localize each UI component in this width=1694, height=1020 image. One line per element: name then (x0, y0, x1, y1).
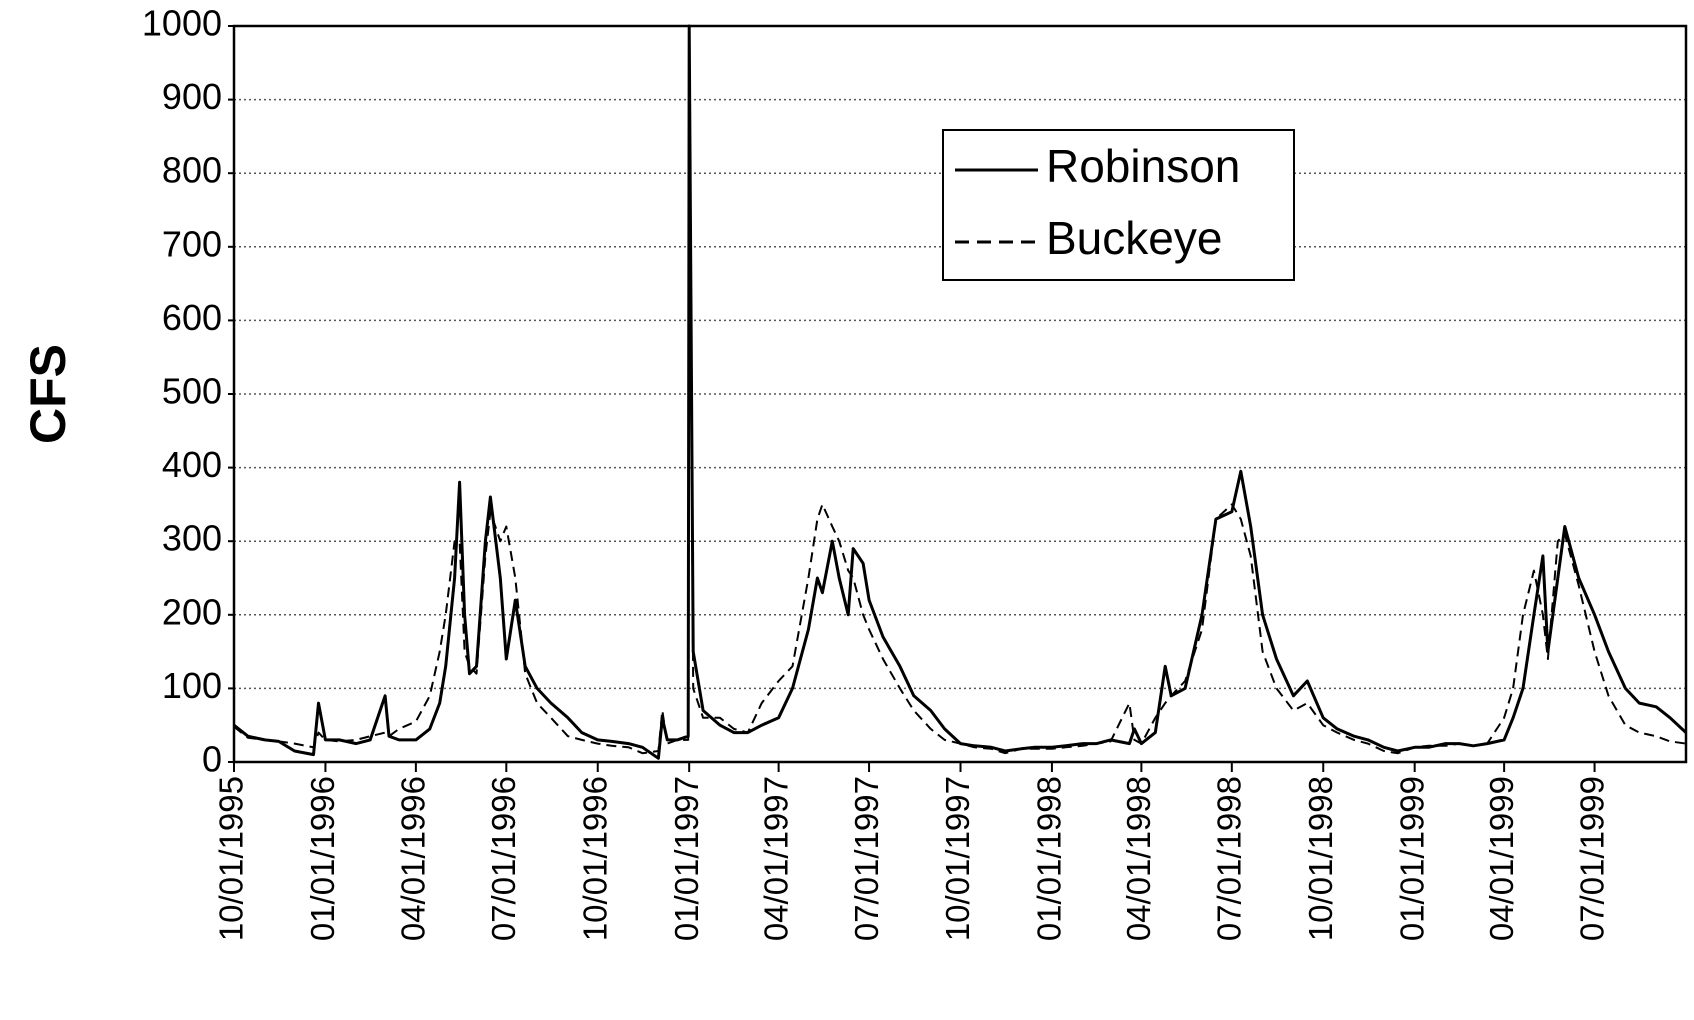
x-tick-label: 07/01/1996 (485, 776, 522, 941)
plot-frame (232, 24, 1688, 764)
legend-label: Buckeye (1046, 212, 1222, 264)
y-tick-label: 400 (162, 444, 222, 485)
x-tick-label: 04/01/1996 (395, 776, 432, 941)
x-tick-label: 10/01/1995 (213, 776, 250, 941)
legend-box (942, 129, 1295, 281)
x-tick-label: 07/01/1997 (848, 776, 885, 941)
x-tick-label: 01/01/1999 (1393, 776, 1430, 941)
y-tick-label: 700 (162, 223, 222, 264)
y-tick-label: 900 (162, 76, 222, 117)
x-tick-label: 07/01/1998 (1211, 776, 1248, 941)
x-tick-label: 01/01/1997 (668, 776, 705, 941)
y-tick-label: 200 (162, 591, 222, 632)
x-tick-label: 07/01/1999 (1573, 776, 1610, 941)
x-tick-label: 01/01/1996 (304, 776, 341, 941)
y-tick-label: 0 (202, 739, 222, 780)
legend-label: Robinson (1046, 140, 1240, 192)
y-tick-label: 600 (162, 297, 222, 338)
y-tick-label: 500 (162, 371, 222, 412)
y-tick-label: 300 (162, 518, 222, 559)
legend: Robinson Buckeye (942, 129, 1295, 281)
x-tick-label: 04/01/1997 (757, 776, 794, 941)
x-tick-label: 10/01/1996 (576, 776, 613, 941)
x-tick-label: 04/01/1998 (1120, 776, 1157, 941)
y-axis-label: CFS (20, 344, 76, 444)
x-tick-label: 01/01/1998 (1031, 776, 1068, 941)
y-tick-label: 100 (162, 665, 222, 706)
x-tick-label: 04/01/1999 (1483, 776, 1520, 941)
series-line (233, 25, 1687, 755)
y-tick-label: 1000 (142, 3, 222, 44)
y-tick-label: 800 (162, 150, 222, 191)
x-tick-label: 10/01/1998 (1302, 776, 1339, 941)
x-tick-label: 10/01/1997 (939, 776, 976, 941)
